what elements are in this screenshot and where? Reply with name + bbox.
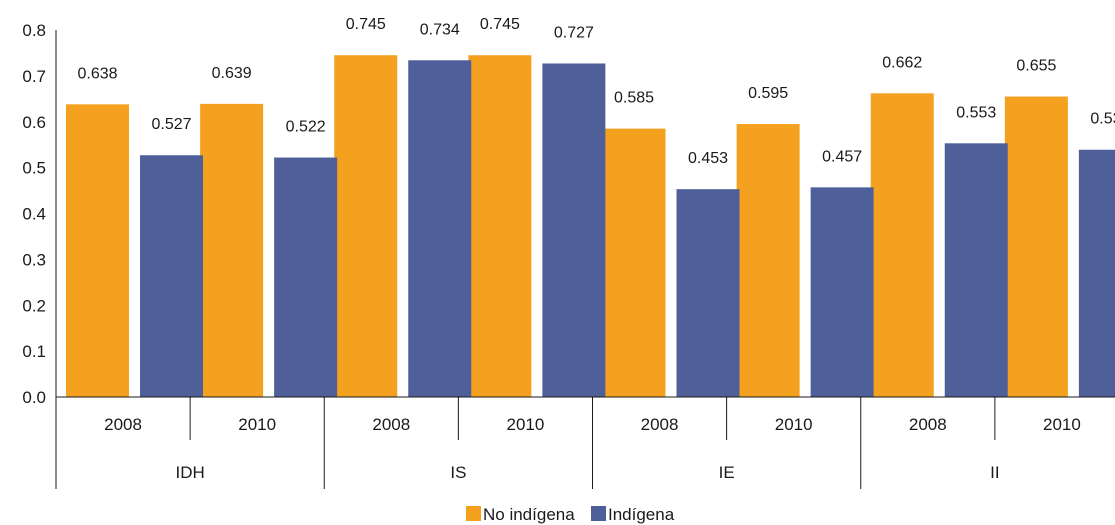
legend-label: No indígena (483, 505, 575, 524)
legend-swatch (591, 506, 606, 521)
data-label: 0.727 (554, 24, 594, 41)
legend: No indígena Indígena (466, 505, 675, 524)
y-tick-label: 0.4 (22, 205, 46, 224)
data-label: 0.553 (956, 104, 996, 121)
bar-indigena (408, 60, 472, 398)
bar-no-indigena (1004, 96, 1068, 398)
group-label: IS (450, 463, 466, 482)
bar-indigena (1078, 149, 1115, 397)
data-label: 0.585 (614, 90, 654, 107)
legend-swatch (466, 506, 481, 521)
data-label: 0.457 (822, 148, 862, 165)
year-label: 2010 (775, 415, 813, 434)
year-label: 2008 (641, 415, 679, 434)
bars (66, 55, 1115, 398)
year-label: 2010 (238, 415, 276, 434)
bar-indigena (274, 157, 338, 397)
data-label: 0.595 (748, 85, 788, 102)
bar-no-indigena (602, 128, 666, 397)
data-label: 0.638 (77, 65, 117, 82)
year-label: 2010 (507, 415, 545, 434)
data-label: 0.539 (1090, 111, 1115, 128)
y-tick-label: 0.3 (22, 250, 46, 269)
bar-no-indigena (334, 55, 398, 397)
bar-indigena (542, 63, 606, 398)
legend-item: No indígena (466, 505, 575, 524)
y-tick-label: 0.6 (22, 113, 46, 132)
bar-no-indigena (66, 104, 129, 397)
bar-no-indigena (736, 124, 800, 397)
bar-no-indigena (468, 55, 532, 397)
year-label: 2008 (104, 415, 142, 434)
legend-item: Indígena (591, 505, 675, 524)
legend-label: Indígena (608, 505, 675, 524)
data-label: 0.662 (882, 54, 922, 71)
data-label: 0.453 (688, 150, 728, 167)
y-tick-label: 0.8 (22, 21, 46, 40)
data-label: 0.745 (480, 16, 520, 33)
group-label: II (990, 463, 999, 482)
y-tick-label: 0.1 (22, 342, 46, 361)
data-labels: 0.638 0.639 0.745 0.745 0.585 0.595 0.662 0.655… (77, 16, 1115, 167)
bar-indigena (140, 155, 203, 397)
y-tick-label: 0.0 (22, 388, 46, 407)
data-label: 0.745 (346, 16, 386, 33)
bar-indigena (944, 143, 1008, 397)
y-tick-label: 0.2 (22, 296, 46, 315)
data-label: 0.522 (286, 119, 326, 136)
y-tick-label: 0.7 (22, 67, 46, 86)
year-label: 2008 (909, 415, 947, 434)
year-label: 2008 (372, 415, 410, 434)
year-label: 2010 (1043, 415, 1081, 434)
data-label: 0.734 (420, 21, 460, 38)
data-label: 0.639 (212, 65, 252, 82)
data-label: 0.527 (151, 116, 191, 133)
bar-no-indigena (200, 103, 264, 397)
x-axis: 2008 2010 2008 2010 2008 2010 2008 2010 IDH IS IE I… (55, 396, 1115, 489)
y-tick-label: 0.5 (22, 159, 46, 178)
data-label: 0.655 (1016, 58, 1056, 75)
group-label: IE (719, 463, 735, 482)
bar-no-indigena (870, 93, 934, 398)
bar-indigena (676, 189, 740, 397)
bar-indigena (810, 187, 874, 397)
group-label: IDH (175, 463, 204, 482)
y-axis: 0.0 0.1 0.2 0.3 0.4 0.5 0.6 0.7 0.8 (22, 21, 57, 407)
